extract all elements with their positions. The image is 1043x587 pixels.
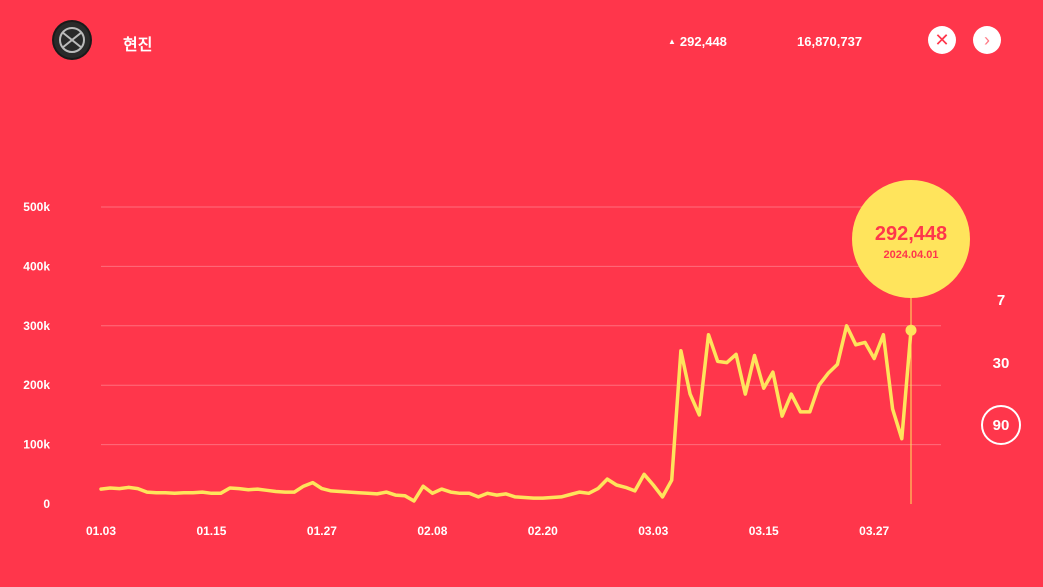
total-count: 16,870,737 (797, 34, 863, 49)
y-tick-label: 300k (23, 319, 50, 333)
y-tick-label: 400k (23, 259, 50, 273)
artist-avatar (52, 20, 92, 60)
next-button[interactable]: › (973, 26, 1001, 54)
chevron-right-icon: › (984, 30, 990, 50)
x-tick-label: 01.03 (86, 524, 116, 538)
y-tick-label: 0 (43, 497, 50, 511)
highlight-date: 2024.04.01 (883, 249, 938, 261)
x-tick-label: 03.27 (859, 524, 889, 538)
x-tick-label: 02.20 (528, 524, 558, 538)
range-option-30[interactable]: 30 (992, 354, 1010, 372)
artist-name: 현진 (123, 37, 153, 54)
y-tick-label: 500k (23, 200, 50, 214)
highlight-bubble (852, 180, 970, 298)
close-icon: ✕ (934, 30, 950, 50)
x-tick-label: 03.15 (749, 524, 779, 538)
range-option-90[interactable]: 90 (981, 405, 1021, 445)
series-line (99, 324, 913, 503)
x-tick-label: 03.03 (638, 524, 668, 538)
avatar-image (54, 22, 90, 58)
highlight-value: 292,448 (875, 223, 947, 245)
y-tick-label: 100k (23, 438, 50, 452)
x-tick-label: 01.15 (196, 524, 226, 538)
daily-count: ▲ 292,448 (668, 34, 727, 49)
x-tick-label: 01.27 (307, 524, 337, 538)
close-button[interactable]: ✕ (928, 26, 956, 54)
y-tick-label: 200k (23, 378, 50, 392)
daily-count-value: 292,448 (679, 34, 727, 49)
triangle-up-icon: ▲ (668, 37, 676, 46)
x-tick-label: 02.08 (417, 524, 447, 538)
range-option-7[interactable]: 7 (996, 291, 1006, 309)
highlight-point (905, 324, 917, 336)
